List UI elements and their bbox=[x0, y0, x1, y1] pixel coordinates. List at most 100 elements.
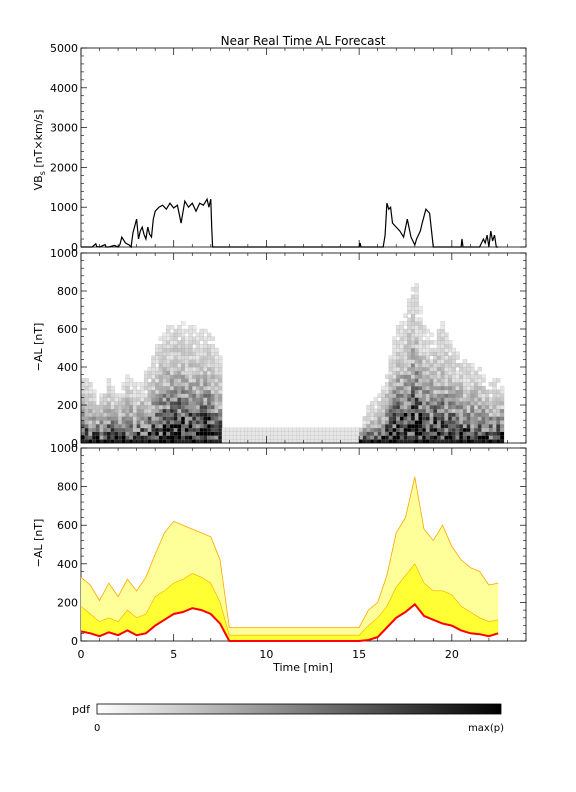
pdf-cell bbox=[410, 302, 416, 307]
pdf-cell bbox=[410, 423, 416, 429]
pdf-cell bbox=[399, 344, 405, 349]
pdf-cell bbox=[214, 366, 219, 372]
pdf-cell bbox=[303, 435, 308, 440]
pdf-cell bbox=[147, 389, 152, 394]
pdf-cell bbox=[422, 347, 427, 353]
pdf-cell bbox=[214, 374, 219, 379]
pdf-cell bbox=[199, 416, 204, 421]
vbs-ytick-label: 3000 bbox=[50, 122, 78, 135]
pdf-cell bbox=[396, 423, 401, 429]
pdf-cell bbox=[466, 420, 471, 425]
pdf-cell bbox=[388, 355, 393, 360]
pdf-cell bbox=[440, 359, 445, 364]
pdf-cell bbox=[455, 355, 460, 360]
pdf-cell bbox=[177, 370, 182, 375]
pdf-cell bbox=[485, 397, 490, 402]
pdf-cell bbox=[143, 374, 149, 379]
pdf-cell bbox=[414, 340, 419, 345]
pdf-cell bbox=[448, 378, 453, 383]
pdf-cell bbox=[169, 420, 175, 425]
pdf-cell bbox=[314, 427, 319, 432]
pdf-cell bbox=[158, 355, 163, 360]
pdf-cell bbox=[433, 416, 438, 421]
pdf-cell bbox=[403, 420, 408, 425]
pdf-cell bbox=[392, 382, 397, 387]
pdf-cell bbox=[403, 401, 408, 406]
pdf-cell bbox=[422, 340, 427, 345]
pdf-cell bbox=[403, 374, 408, 379]
pdf-cell bbox=[399, 385, 405, 391]
pdf-cell bbox=[474, 374, 479, 379]
pdf-cell bbox=[340, 431, 345, 436]
pdf-cell bbox=[362, 435, 367, 440]
pdf-cell bbox=[110, 393, 115, 398]
pdf-cell bbox=[370, 420, 375, 425]
pdf-cell bbox=[462, 366, 468, 372]
pdf-cell bbox=[410, 347, 416, 353]
pdf-cell bbox=[366, 412, 371, 417]
pdf-cell bbox=[436, 355, 442, 360]
pdf-cell bbox=[396, 393, 401, 398]
pdf-cell bbox=[147, 370, 152, 375]
pdf-cell bbox=[410, 344, 416, 349]
pdf-cell bbox=[121, 423, 126, 429]
pdf-cell bbox=[151, 366, 156, 372]
pdf-cell bbox=[192, 363, 197, 368]
pdf-cell bbox=[466, 374, 471, 379]
pdf-cell bbox=[140, 416, 145, 421]
pdf-cell bbox=[140, 397, 145, 402]
pdf-cell bbox=[466, 389, 471, 394]
pdf-cell bbox=[177, 359, 182, 364]
pdf-cell bbox=[184, 385, 189, 391]
pdf-cell bbox=[436, 385, 442, 391]
pdf-cell bbox=[462, 393, 468, 398]
pdf-cell bbox=[140, 423, 145, 429]
pdf-cell bbox=[132, 431, 138, 436]
pdf-cell bbox=[140, 435, 145, 440]
pdf-cell bbox=[381, 427, 386, 432]
pdf-cell bbox=[466, 397, 471, 402]
pdf-cell bbox=[388, 420, 393, 425]
pdf-cell bbox=[199, 404, 204, 410]
pdf-cell bbox=[433, 408, 438, 413]
pdf-cell bbox=[459, 420, 464, 425]
pdf-cell bbox=[436, 340, 442, 345]
pdf-cell bbox=[347, 431, 353, 436]
pdf-cell bbox=[121, 435, 126, 440]
pdf-cell bbox=[110, 412, 115, 417]
pdf-cell bbox=[329, 431, 334, 436]
pdf-cell bbox=[203, 393, 208, 398]
pdf-cell bbox=[499, 427, 505, 432]
pdf-cell bbox=[448, 340, 453, 345]
pdf-cell bbox=[410, 340, 416, 345]
pdf-cell bbox=[359, 435, 364, 440]
pdf-cell bbox=[455, 363, 460, 368]
pdf-cell bbox=[407, 340, 412, 345]
svg-text:VBs [nT×km/s]: VBs [nT×km/s] bbox=[32, 110, 47, 191]
pdf-cell bbox=[418, 359, 423, 364]
pdf-cell bbox=[88, 423, 93, 429]
pdf-cell bbox=[158, 385, 163, 391]
pdf-cell bbox=[136, 389, 141, 394]
pdf-cell bbox=[184, 397, 189, 402]
pdf-cell bbox=[425, 382, 430, 387]
pdf-cell bbox=[455, 416, 460, 421]
pdf-cell bbox=[429, 423, 434, 429]
pdf-cell bbox=[214, 401, 219, 406]
pdf-cell bbox=[292, 435, 297, 440]
pdf-cell bbox=[177, 412, 182, 417]
pdf-cell bbox=[399, 347, 405, 353]
pdf-cell bbox=[440, 351, 445, 356]
pdf-cell bbox=[433, 412, 438, 417]
pdf-cell bbox=[414, 427, 419, 432]
pdf-cell bbox=[433, 370, 438, 375]
pdf-cell bbox=[266, 427, 271, 432]
pdf-cell bbox=[366, 427, 371, 432]
pdf-cell bbox=[110, 397, 115, 402]
pdf-cell bbox=[477, 401, 482, 406]
pdf-cell bbox=[418, 344, 423, 349]
pdf-cell bbox=[184, 401, 189, 406]
pdf-cell bbox=[207, 431, 212, 436]
vbs-ytick-label: 5000 bbox=[50, 42, 78, 55]
